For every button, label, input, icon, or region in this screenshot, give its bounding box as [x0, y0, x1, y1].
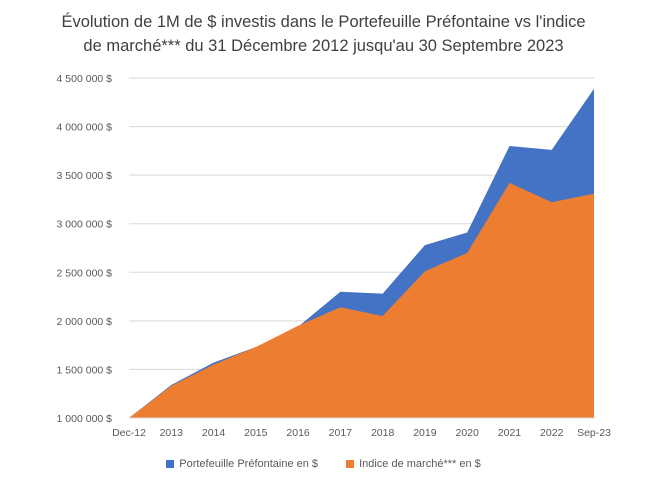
y-tick-label: 3 000 000 $	[57, 219, 113, 231]
chart-title-line-2: de marché*** du 31 Décembre 2012 jusqu'a…	[83, 37, 564, 55]
y-axis-tick-labels: 1 000 000 $ 1 500 000 $ 2 000 000 $ 2 500 0…	[57, 73, 113, 425]
x-tick-label: Dec-12	[112, 427, 146, 439]
legend-swatch-portefeuille	[166, 460, 175, 468]
x-tick-label: 2014	[202, 427, 226, 439]
x-axis-tick-labels: Dec-12 2013 2014 2015 2016 2017 2018 2019 2020 20…	[112, 427, 611, 439]
area-indice-de-marche	[129, 182, 594, 418]
x-tick-label: 2017	[329, 427, 353, 439]
x-tick-label: 2018	[371, 427, 395, 439]
legend: Portefeuille Préfontaine en $ Indice de …	[0, 458, 647, 470]
x-tick-label: 2021	[498, 427, 522, 439]
chart-title-line-1: Évolution de 1M de $ investis dans le Po…	[61, 13, 586, 31]
y-tick-label: 2 500 000 $	[57, 267, 113, 279]
x-tick-label: Sep-23	[577, 427, 611, 439]
legend-label-portefeuille: Portefeuille Préfontaine en $	[179, 458, 319, 470]
legend-label-indice: Indice de marché*** en $	[359, 458, 481, 470]
x-tick-label: 2020	[456, 427, 480, 439]
x-tick-label: 2016	[286, 427, 310, 439]
legend-item-portefeuille: Portefeuille Préfontaine en $	[166, 458, 318, 470]
y-tick-label: 2 000 000 $	[57, 316, 113, 328]
legend-item-indice: Indice de marché*** en $	[346, 458, 481, 470]
y-tick-label: 1 000 000 $	[57, 413, 113, 425]
legend-swatch-indice	[346, 460, 355, 468]
y-tick-label: 4 000 000 $	[57, 122, 113, 134]
y-tick-label: 3 500 000 $	[57, 170, 113, 182]
x-tick-label: 2019	[413, 427, 437, 439]
series-areas	[129, 88, 594, 418]
x-tick-label: 2013	[160, 427, 184, 439]
y-tick-label: 4 500 000 $	[57, 73, 113, 85]
x-tick-label: 2015	[244, 427, 268, 439]
chart-title: Évolution de 1M de $ investis dans le Po…	[0, 10, 647, 58]
y-tick-label: 1 500 000 $	[57, 364, 113, 376]
x-tick-label: 2022	[540, 427, 564, 439]
